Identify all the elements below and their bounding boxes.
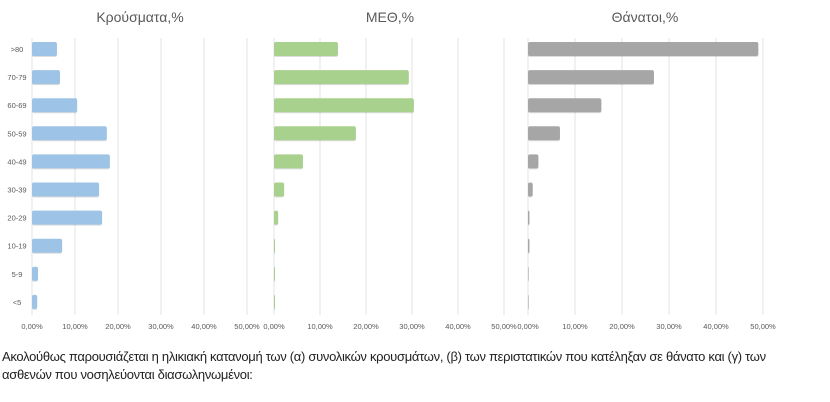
bar-50-59 xyxy=(528,126,560,141)
x-tick-label: 30,00% xyxy=(399,322,425,331)
x-tick-label: 0,00% xyxy=(21,322,43,331)
bar-<5 xyxy=(32,294,38,309)
caption-text: Ακολούθως παρουσιάζεται η ηλικιακή καταν… xyxy=(2,349,766,382)
chart-title: ΜΕΘ,% xyxy=(366,9,414,25)
x-tick-label: 10,00% xyxy=(62,322,88,331)
x-tick-label: 0,00% xyxy=(263,322,285,331)
x-tick-label: 20,00% xyxy=(105,322,131,331)
chart-panel-1: Κρούσματα,% 0,00% 10,00% 20,00% 30,00% 40,00%… xyxy=(7,9,260,331)
x-tick-label: 50,00% xyxy=(491,322,517,331)
x-tick-label: 40,00% xyxy=(703,322,729,331)
y-tick-label: 40-49 xyxy=(7,157,26,166)
y-tick-label: 20-29 xyxy=(7,214,26,223)
bar-5-9 xyxy=(32,266,39,281)
bar-40-49 xyxy=(32,154,110,169)
bar-50-59 xyxy=(274,126,356,141)
bar-30-39 xyxy=(274,182,285,197)
y-tick-label: >80 xyxy=(11,45,24,54)
bar-40-49 xyxy=(274,154,303,169)
bar-40-49 xyxy=(528,154,539,169)
bar-<5 xyxy=(528,294,529,309)
bar-5-9 xyxy=(274,266,275,281)
bar-20-29 xyxy=(528,210,530,225)
bar-70-79 xyxy=(274,70,409,85)
y-tick-label: <5 xyxy=(13,298,22,307)
charts-svg: Κρούσματα,% 0,00% 10,00% 20,00% 30,00% 40,00%… xyxy=(7,9,776,331)
y-tick-label: 10-19 xyxy=(7,242,26,251)
bar-10-19 xyxy=(274,238,275,253)
bar-30-39 xyxy=(32,182,100,197)
bar-50-59 xyxy=(32,126,107,141)
bar-60-69 xyxy=(528,98,602,113)
x-tick-label: 30,00% xyxy=(148,322,174,331)
x-tick-label: 20,00% xyxy=(609,322,635,331)
chart-title: Κρούσματα,% xyxy=(96,9,183,25)
x-tick-label: 0,00% xyxy=(517,322,539,331)
x-tick-label: 30,00% xyxy=(656,322,682,331)
bar->80 xyxy=(274,42,338,56)
y-tick-label: 30-39 xyxy=(7,186,26,195)
x-tick-label: 10,00% xyxy=(562,322,588,331)
bar-5-9 xyxy=(528,266,529,281)
chart-title: Θάνατοι,% xyxy=(612,9,679,25)
bar-60-69 xyxy=(274,98,414,113)
x-tick-label: 40,00% xyxy=(445,322,471,331)
bar-70-79 xyxy=(32,70,60,85)
y-tick-label: 60-69 xyxy=(7,101,26,110)
x-tick-label: 40,00% xyxy=(191,322,217,331)
bar-10-19 xyxy=(32,238,63,253)
bar-60-69 xyxy=(32,98,78,113)
y-tick-label: 70-79 xyxy=(7,73,26,82)
bar-30-39 xyxy=(528,182,533,197)
x-tick-label: 10,00% xyxy=(307,322,333,331)
bar-<5 xyxy=(274,294,275,309)
bar-10-19 xyxy=(528,238,530,253)
chart-panel-3: Θάνατοι,% 0,00% 10,00% 20,00% 30,00% 40,00% 50… xyxy=(517,9,776,331)
bar-20-29 xyxy=(32,210,103,225)
x-tick-label: 20,00% xyxy=(353,322,379,331)
x-tick-label: 50,00% xyxy=(234,322,260,331)
x-tick-label: 50,00% xyxy=(750,322,776,331)
bar->80 xyxy=(528,42,759,56)
y-tick-label: 5-9 xyxy=(12,270,23,279)
bar->80 xyxy=(32,42,57,56)
bar-70-79 xyxy=(528,70,654,85)
chart-panel-2: ΜΕΘ,% 0,00% 10,00% 20,00% 30,00% 40,00% 50,00% xyxy=(263,9,517,331)
y-tick-label: 50-59 xyxy=(7,129,26,138)
bar-20-29 xyxy=(274,210,279,225)
